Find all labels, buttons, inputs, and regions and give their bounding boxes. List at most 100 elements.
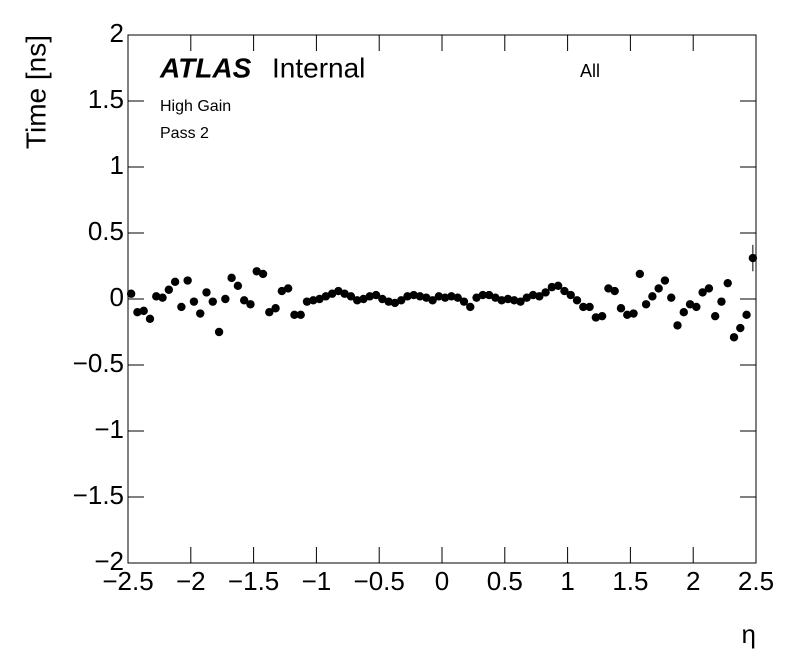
data-point	[623, 310, 632, 320]
data-point	[635, 269, 645, 279]
x-tick-label: 0	[435, 566, 449, 596]
data-point	[315, 294, 324, 304]
data-point	[346, 292, 356, 301]
data-point	[302, 297, 312, 306]
data-point	[648, 292, 657, 301]
data-point	[522, 293, 531, 302]
data-point	[422, 293, 431, 302]
y-axis-label: Time [ns]	[20, 35, 51, 149]
annotation: All	[580, 61, 600, 81]
data-point	[547, 282, 557, 292]
data-point	[396, 296, 406, 305]
data-point	[145, 314, 155, 323]
data-point	[510, 296, 519, 305]
data-point	[277, 286, 287, 296]
data-point	[334, 286, 343, 296]
data-point	[227, 273, 236, 283]
data-point	[516, 297, 525, 306]
data-point	[478, 290, 488, 300]
data-point	[246, 300, 255, 309]
data-point	[717, 297, 726, 306]
y-tick-label: 1.5	[88, 84, 124, 114]
x-tick-label: 2.5	[738, 566, 774, 596]
y-tick-label: 2	[110, 18, 124, 48]
data-point	[472, 293, 481, 302]
data-point	[447, 292, 456, 301]
data-point	[560, 286, 569, 296]
data-point	[133, 308, 142, 317]
data-point	[403, 292, 412, 301]
x-tick-label: −1	[302, 566, 332, 596]
y-tick-label: 0.5	[88, 216, 124, 246]
data-point	[415, 292, 425, 301]
data-point	[434, 292, 444, 301]
data-point	[208, 297, 217, 306]
x-tick-label: −0.5	[354, 566, 405, 596]
y-tick-label: −1.5	[73, 480, 124, 510]
data-point	[723, 278, 732, 288]
data-point	[189, 297, 199, 306]
data-point	[497, 296, 506, 305]
data-point	[667, 293, 676, 302]
data-point	[660, 276, 670, 285]
data-point	[359, 294, 368, 304]
data-point	[579, 302, 588, 312]
chart-title: ATLAS	[159, 52, 252, 83]
data-point	[440, 293, 450, 302]
data-point	[710, 311, 720, 321]
data-point	[585, 302, 594, 312]
data-point	[384, 297, 393, 306]
data-point	[553, 281, 563, 290]
data-point	[183, 276, 192, 285]
data-point	[616, 304, 626, 313]
data-point	[566, 290, 575, 300]
x-tick-label: 0.5	[487, 566, 523, 596]
y-tick-label: −2	[94, 546, 124, 576]
data-point	[629, 309, 638, 318]
data-point	[685, 300, 695, 309]
data-point	[258, 269, 268, 279]
data-point	[327, 289, 337, 298]
data-point	[221, 294, 230, 304]
data-point	[610, 286, 619, 296]
y-tick-label: 0	[110, 282, 124, 312]
data-point	[409, 290, 418, 300]
data-point	[679, 308, 688, 317]
data-point	[654, 284, 663, 293]
data-point	[202, 288, 211, 297]
annotation: High Gain	[160, 98, 231, 115]
data-point	[283, 284, 293, 293]
data-point	[528, 290, 538, 300]
data-point	[126, 289, 136, 298]
data-point	[604, 284, 613, 293]
annotation: Pass 2	[160, 125, 209, 142]
data-point	[390, 298, 400, 308]
data-point	[170, 277, 180, 287]
data-point	[453, 293, 462, 302]
data-point	[252, 267, 261, 276]
x-tick-label: 1.5	[612, 566, 648, 596]
data-point	[591, 313, 601, 322]
y-tick-label: 1	[110, 150, 124, 180]
data-point	[340, 289, 349, 298]
data-point	[196, 309, 205, 318]
data-point	[309, 296, 318, 305]
data-point	[673, 321, 682, 330]
data-point	[353, 296, 362, 305]
x-tick-label: −2.5	[102, 566, 153, 596]
data-point	[158, 293, 167, 302]
x-tick-label: 1	[560, 566, 574, 596]
data-point	[484, 290, 494, 300]
data-point	[164, 285, 174, 294]
data-point	[597, 311, 607, 321]
data-point	[692, 302, 701, 312]
x-axis-label: η	[742, 619, 756, 649]
x-tick-label: −1.5	[228, 566, 279, 596]
data-point	[177, 302, 186, 312]
data-point	[466, 302, 475, 312]
y-tick-label: −1	[94, 414, 124, 444]
chart-subtitle: Internal	[272, 52, 365, 83]
x-tick-label: −2	[176, 566, 206, 596]
data-point	[742, 310, 751, 320]
